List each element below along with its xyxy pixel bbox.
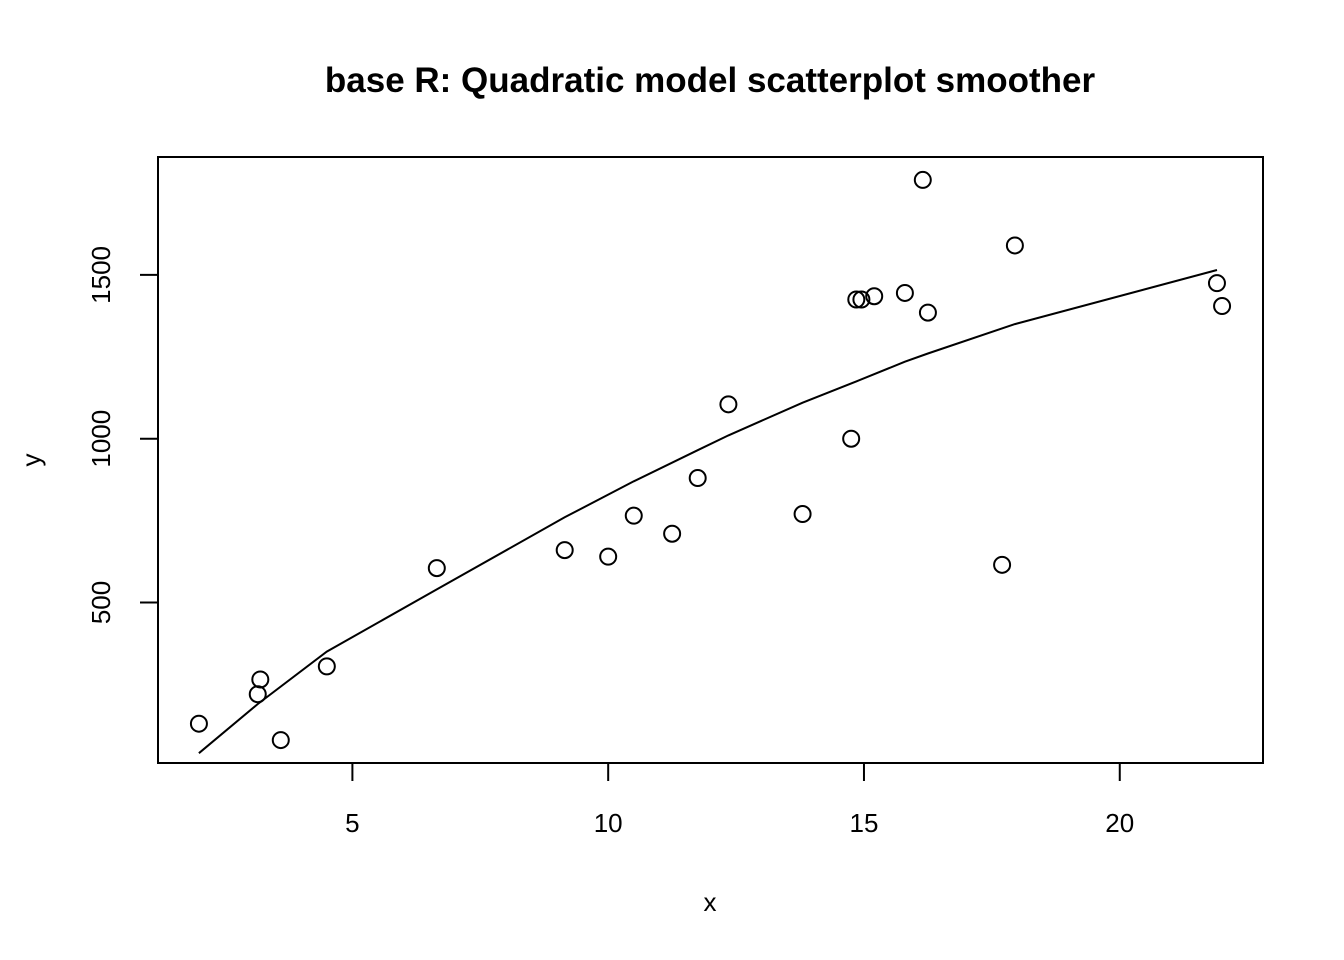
x-tick-label: 5: [345, 808, 359, 838]
data-point: [842, 429, 861, 448]
y-tick-label: 1000: [86, 410, 116, 468]
data-point: [688, 469, 707, 488]
data-point: [1207, 274, 1226, 293]
x-axis: 5 10 15 20: [345, 762, 1134, 838]
chart-title: base R: Quadratic model scatterplot smoo…: [325, 61, 1096, 100]
data-point: [599, 547, 618, 566]
plot-frame: [157, 156, 1264, 764]
x-tick-label: 10: [594, 808, 623, 838]
y-tick-label: 500: [86, 581, 116, 624]
data-point: [895, 283, 914, 302]
data-point: [993, 555, 1012, 574]
data-point: [793, 505, 812, 524]
data-point: [189, 714, 208, 733]
data-point: [719, 395, 738, 414]
data-point: [913, 170, 932, 189]
x-tick-label: 15: [850, 808, 879, 838]
data-point: [248, 685, 267, 704]
data-point: [847, 290, 866, 309]
points-layer: [189, 170, 1232, 750]
data-point: [271, 731, 290, 750]
smoother-layer: [198, 269, 1218, 754]
y-axis-label: y: [16, 454, 46, 467]
data-point: [865, 287, 884, 306]
data-point: [317, 657, 336, 676]
data-point: [1005, 236, 1024, 255]
x-axis-label: x: [704, 887, 717, 917]
y-tick-label: 1500: [86, 246, 116, 304]
data-point: [852, 290, 871, 309]
data-point: [251, 670, 270, 689]
data-point: [663, 524, 682, 543]
data-point: [555, 541, 574, 560]
y-axis: 500 1000 1500: [86, 246, 159, 624]
data-point: [427, 559, 446, 578]
x-tick-label: 20: [1105, 808, 1134, 838]
data-point: [918, 303, 937, 322]
data-point: [1213, 297, 1232, 316]
data-point: [624, 506, 643, 525]
smoother-line: [198, 269, 1218, 754]
